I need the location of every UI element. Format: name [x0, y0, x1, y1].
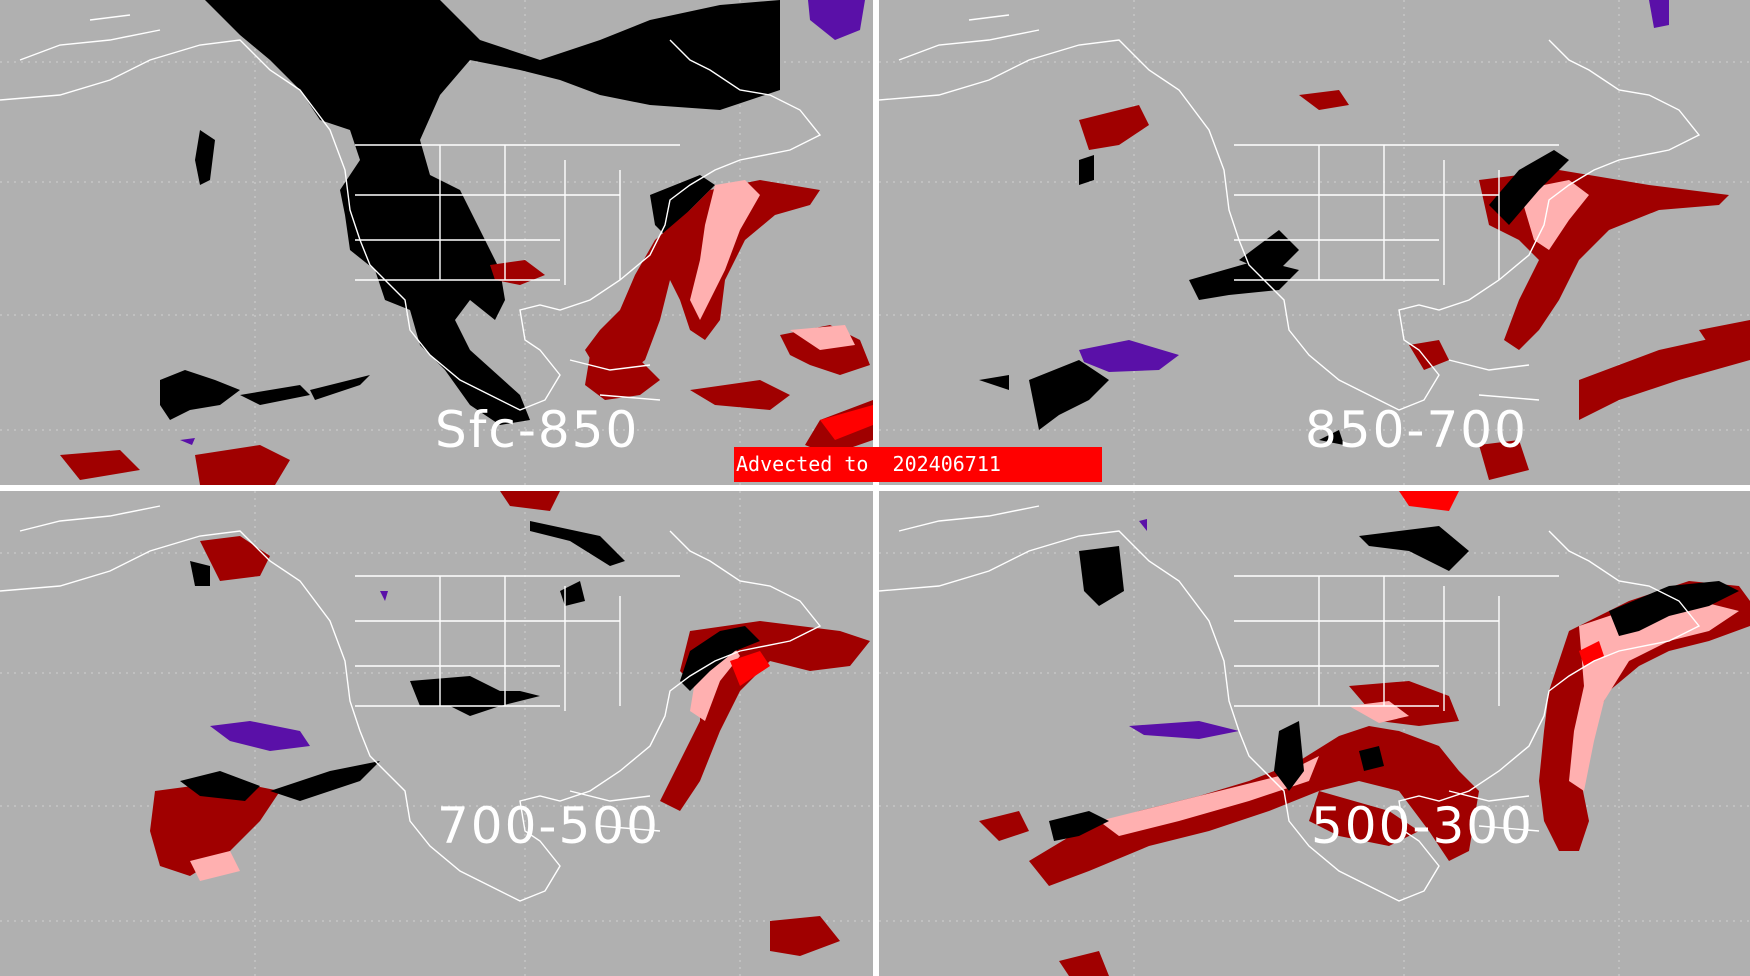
map-graphic	[0, 0, 873, 485]
gridlines	[879, 491, 1750, 976]
map-panel-500-300: 500-300	[879, 491, 1750, 976]
gridlines	[0, 491, 873, 976]
purple-region	[1079, 0, 1669, 372]
red-region	[820, 405, 873, 440]
coastlines-and-borders	[0, 14, 822, 411]
purple-region	[180, 0, 865, 445]
gridlines	[879, 0, 1750, 485]
pressure-layer-label: Sfc-850	[435, 401, 640, 459]
pressure-layer-label: 700-500	[437, 797, 660, 855]
pink-region	[1519, 180, 1589, 250]
pink-region	[690, 180, 855, 350]
map-graphic	[879, 491, 1750, 976]
map-graphic	[879, 0, 1750, 485]
red-region	[730, 651, 770, 686]
map-panel-700-500: 700-500	[0, 491, 873, 976]
advected-time-banner: Advected to 202406711	[734, 447, 1102, 482]
black-region	[180, 521, 760, 801]
map-graphic	[0, 491, 873, 976]
purple-region	[1129, 519, 1239, 739]
coastlines-and-borders	[879, 14, 1701, 411]
red-region	[1399, 491, 1604, 666]
pressure-layer-label: 500-300	[1311, 797, 1534, 855]
pressure-layer-label: 850-700	[1305, 401, 1528, 459]
map-panel-850-700: 850-700	[879, 0, 1750, 485]
black-region	[1049, 526, 1739, 841]
black-region	[160, 0, 780, 425]
coastlines-and-borders	[0, 505, 822, 902]
map-panel-sfc-850: Sfc-850	[0, 0, 873, 485]
purple-region	[210, 591, 388, 751]
coastlines-and-borders	[879, 505, 1701, 902]
